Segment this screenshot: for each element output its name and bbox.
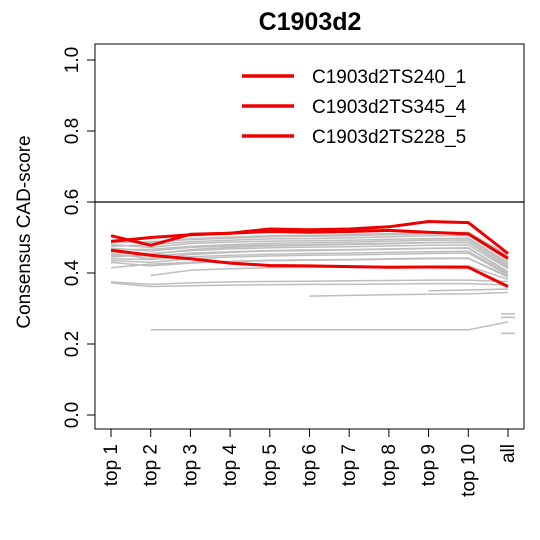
series-line-highlight — [110, 228, 509, 260]
series-line — [110, 252, 509, 276]
series-line — [110, 237, 509, 264]
x-tick-label: top 3 — [180, 444, 201, 486]
series-line-highlight — [110, 220, 509, 255]
y-axis-label: Consensus CAD-score — [14, 135, 35, 328]
series-line-highlight — [110, 248, 509, 288]
legend-label: C1903d2TS228_5 — [312, 127, 466, 148]
y-tick-label: 0.6 — [62, 189, 83, 215]
x-tick-label: all — [498, 444, 519, 463]
y-tick-label: 0.8 — [62, 118, 83, 144]
highlighted-series-group — [110, 220, 509, 288]
y-tick-label: 0.2 — [62, 331, 83, 357]
x-tick-label: top 8 — [379, 444, 400, 486]
x-tick-label: top 10 — [458, 444, 479, 497]
y-tick-label: 1.0 — [62, 47, 83, 73]
series-line — [110, 239, 509, 265]
x-tick-label: top 4 — [220, 444, 241, 487]
series-line — [150, 321, 509, 331]
x-tick-label: top 9 — [419, 444, 440, 486]
x-axis: top 1 top 2 top 3 top 4 top 5 top 6 top 7 top 8… — [101, 428, 519, 497]
series-line — [110, 257, 509, 278]
legend-label: C1903d2TS240_1 — [312, 67, 466, 88]
series-line — [110, 234, 509, 261]
x-tick-label: top 7 — [339, 444, 360, 486]
series-line — [110, 241, 509, 268]
x-tick-label: top 5 — [260, 444, 281, 486]
x-tick-label: top 1 — [101, 444, 122, 486]
series-line — [309, 291, 509, 297]
y-axis: 0.0 0.2 0.4 0.6 0.8 1.0 — [62, 47, 96, 428]
legend-label: C1903d2TS345_4 — [312, 97, 467, 118]
background-series-group — [110, 231, 515, 335]
chart-title: C1903d2 — [259, 8, 362, 36]
series-line — [110, 247, 509, 273]
y-tick-label: 0.4 — [62, 259, 83, 286]
series-line — [110, 282, 509, 288]
y-tick-label: 0.0 — [62, 402, 83, 428]
series-line — [110, 279, 509, 286]
x-tick-label: top 2 — [141, 444, 162, 486]
series-line — [428, 288, 509, 292]
x-tick-label: top 6 — [300, 444, 321, 486]
legend: C1903d2TS240_1 C1903d2TS345_4 C1903d2TS228… — [242, 67, 467, 148]
